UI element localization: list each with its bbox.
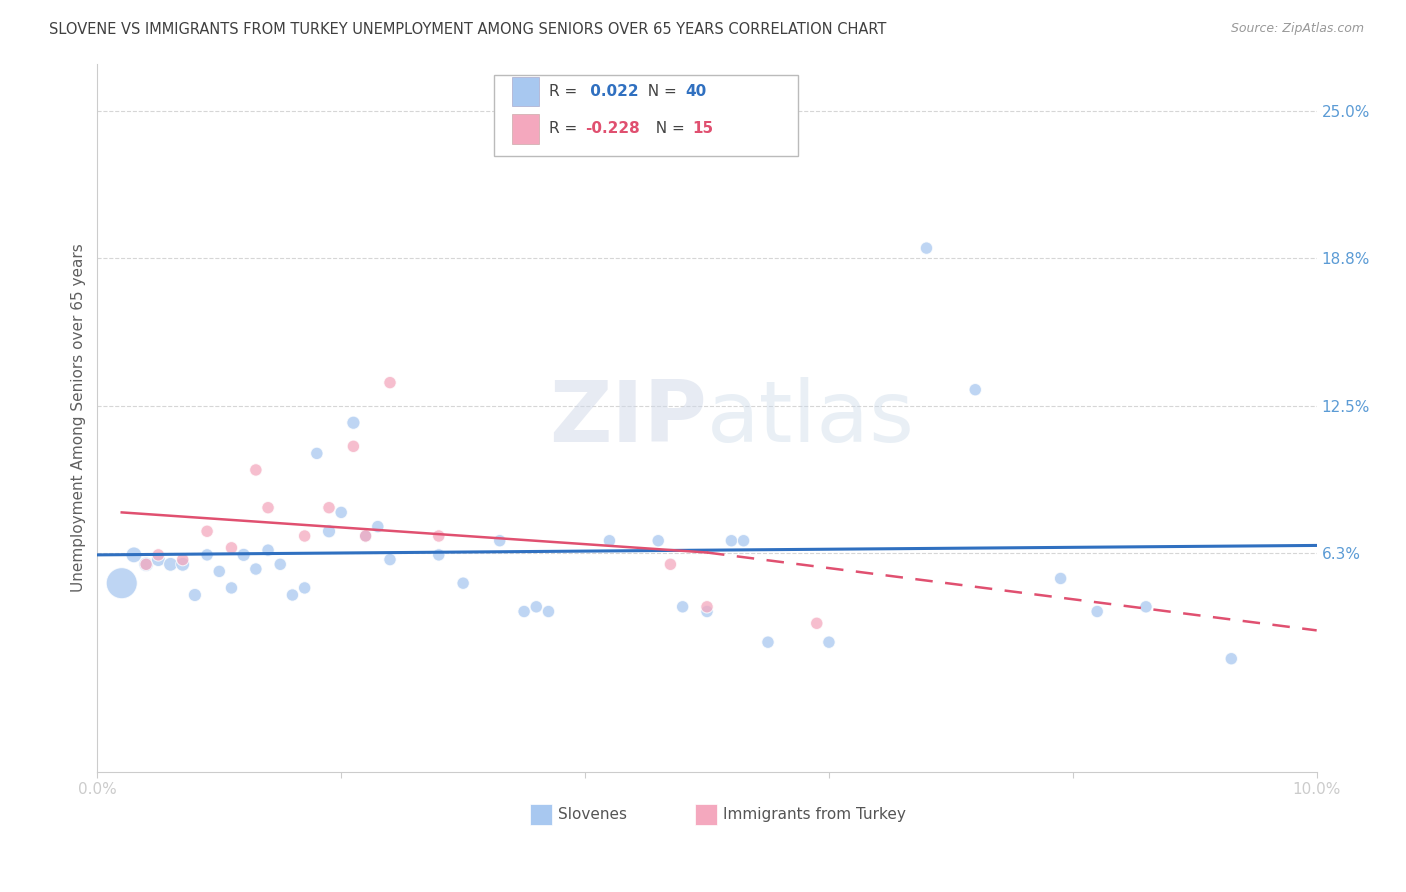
- Point: [354, 529, 377, 543]
- Point: [488, 533, 510, 548]
- Point: [221, 541, 243, 555]
- Point: [342, 416, 364, 430]
- Text: Slovenes: Slovenes: [558, 807, 627, 822]
- Point: [269, 558, 291, 572]
- Point: [1135, 599, 1157, 614]
- Point: [1220, 651, 1243, 665]
- Point: [148, 548, 170, 562]
- Point: [647, 533, 669, 548]
- Point: [427, 548, 450, 562]
- Point: [733, 533, 755, 548]
- Point: [720, 533, 742, 548]
- Text: R =: R =: [548, 121, 582, 136]
- Y-axis label: Unemployment Among Seniors over 65 years: Unemployment Among Seniors over 65 years: [72, 244, 86, 592]
- FancyBboxPatch shape: [512, 77, 538, 106]
- Point: [367, 519, 389, 533]
- Point: [378, 376, 401, 390]
- Text: Immigrants from Turkey: Immigrants from Turkey: [723, 807, 905, 822]
- Point: [294, 529, 316, 543]
- Point: [294, 581, 316, 595]
- Text: Source: ZipAtlas.com: Source: ZipAtlas.com: [1230, 22, 1364, 36]
- Text: -0.228: -0.228: [585, 121, 640, 136]
- Point: [318, 500, 340, 515]
- Point: [818, 635, 841, 649]
- Point: [159, 558, 181, 572]
- Point: [208, 565, 231, 579]
- Point: [1049, 572, 1071, 586]
- Text: SLOVENE VS IMMIGRANTS FROM TURKEY UNEMPLOYMENT AMONG SENIORS OVER 65 YEARS CORRE: SLOVENE VS IMMIGRANTS FROM TURKEY UNEMPL…: [49, 22, 887, 37]
- Text: 40: 40: [685, 84, 706, 99]
- Point: [598, 533, 620, 548]
- Point: [1085, 605, 1108, 619]
- Point: [245, 562, 267, 576]
- Point: [122, 548, 145, 562]
- Point: [318, 524, 340, 539]
- Point: [111, 576, 134, 591]
- Point: [513, 605, 536, 619]
- Point: [915, 241, 938, 255]
- Text: N =: N =: [637, 84, 681, 99]
- Point: [378, 552, 401, 566]
- Point: [148, 552, 170, 566]
- FancyBboxPatch shape: [695, 804, 717, 825]
- Point: [342, 439, 364, 453]
- Point: [756, 635, 779, 649]
- Text: 0.022: 0.022: [585, 84, 638, 99]
- Point: [537, 605, 560, 619]
- Point: [135, 558, 157, 572]
- Point: [965, 383, 987, 397]
- Point: [659, 558, 682, 572]
- Point: [257, 500, 280, 515]
- Text: R =: R =: [548, 84, 582, 99]
- Point: [257, 543, 280, 558]
- Point: [524, 599, 547, 614]
- Point: [184, 588, 207, 602]
- Point: [195, 548, 218, 562]
- FancyBboxPatch shape: [494, 75, 799, 156]
- Point: [354, 529, 377, 543]
- Point: [330, 505, 353, 519]
- Point: [232, 548, 254, 562]
- Text: 15: 15: [692, 121, 713, 136]
- Point: [281, 588, 304, 602]
- Point: [172, 558, 194, 572]
- Point: [806, 616, 828, 631]
- Point: [672, 599, 695, 614]
- Point: [696, 605, 718, 619]
- Text: atlas: atlas: [707, 376, 915, 459]
- Point: [245, 463, 267, 477]
- Point: [427, 529, 450, 543]
- Point: [195, 524, 218, 539]
- Point: [305, 446, 328, 460]
- Point: [451, 576, 474, 591]
- Text: ZIP: ZIP: [550, 376, 707, 459]
- Point: [135, 558, 157, 572]
- Text: N =: N =: [645, 121, 690, 136]
- Point: [696, 599, 718, 614]
- FancyBboxPatch shape: [530, 804, 553, 825]
- Point: [172, 552, 194, 566]
- FancyBboxPatch shape: [512, 114, 538, 144]
- Point: [221, 581, 243, 595]
